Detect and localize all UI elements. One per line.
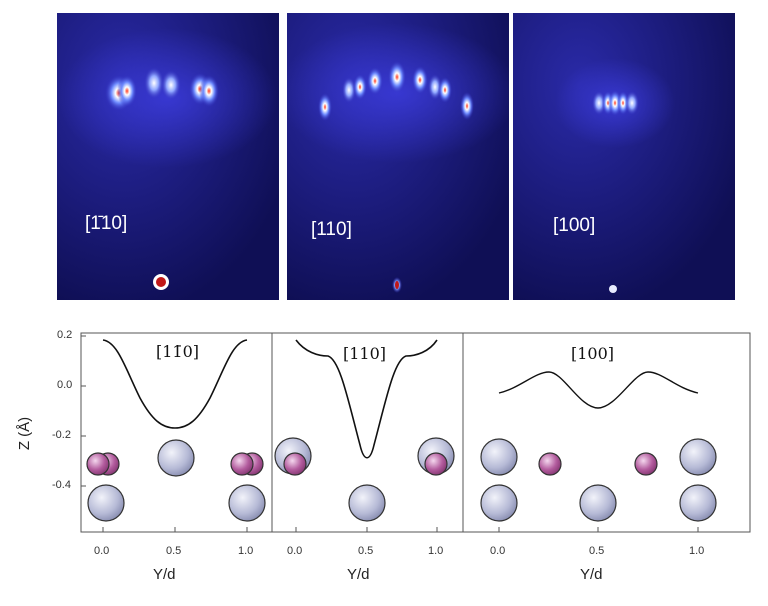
atom [96,452,120,476]
atom-layer-2 [274,437,455,522]
x-tick-label: 0.0 [490,545,506,557]
atom [240,452,264,476]
plot-label-2: [110] [341,344,389,363]
atom [283,452,307,476]
atom [480,438,518,476]
atom [538,452,562,476]
panel-label: [110] [311,219,352,240]
x-tick-label: 0.5 [358,545,374,557]
y-tick-label: 0.0 [57,379,73,391]
atom [634,452,658,476]
atom [86,452,110,476]
diffraction-panel-2: [110] [287,13,509,300]
atom [87,484,125,522]
x-tick-label: 0.5 [589,545,605,557]
atom-layer-1 [86,439,266,522]
x-ticks [102,527,699,532]
x-tick-label: 0.0 [287,545,303,557]
plot-label-3: [100] [569,344,617,363]
atom [679,438,717,476]
plot-frame [80,332,751,533]
diffraction-image-3 [513,13,735,300]
x-axis-label: Y/d [347,566,370,583]
potential-curve-3 [498,371,699,409]
x-tick-label: 0.0 [94,545,110,557]
atom [424,452,448,476]
atom-layer-3 [480,438,717,522]
atom [348,484,386,522]
atom [157,439,195,477]
diffraction-panel-3: [100] [513,13,735,300]
atom [274,437,312,475]
y-tick-label: 0.2 [57,329,73,341]
panel-label: [100] [553,215,596,236]
atom [417,437,455,475]
x-axis-label: Y/d [580,566,603,583]
diffraction-panel-1: [1̄​10] [57,13,279,300]
x-tick-label: 1.0 [428,545,444,557]
x-tick-label: 1.0 [689,545,705,557]
atom [230,452,254,476]
atom [679,484,717,522]
atom [579,484,617,522]
y-tick-label: -0.4 [52,479,71,491]
x-axis-label: Y/d [153,566,176,583]
y-axis-label: Z (Å) [16,416,34,451]
diffraction-image-1 [57,13,279,300]
panel-label: [1̄​10] [85,213,128,234]
y-ticks [81,335,86,487]
x-tick-label: 1.0 [238,545,254,557]
atom [480,484,518,522]
x-tick-label: 0.5 [166,545,182,557]
atom [228,484,266,522]
y-tick-label: -0.2 [52,429,71,441]
diffraction-image-2 [287,13,509,300]
plot-label-1: [11̄0] [154,342,202,361]
